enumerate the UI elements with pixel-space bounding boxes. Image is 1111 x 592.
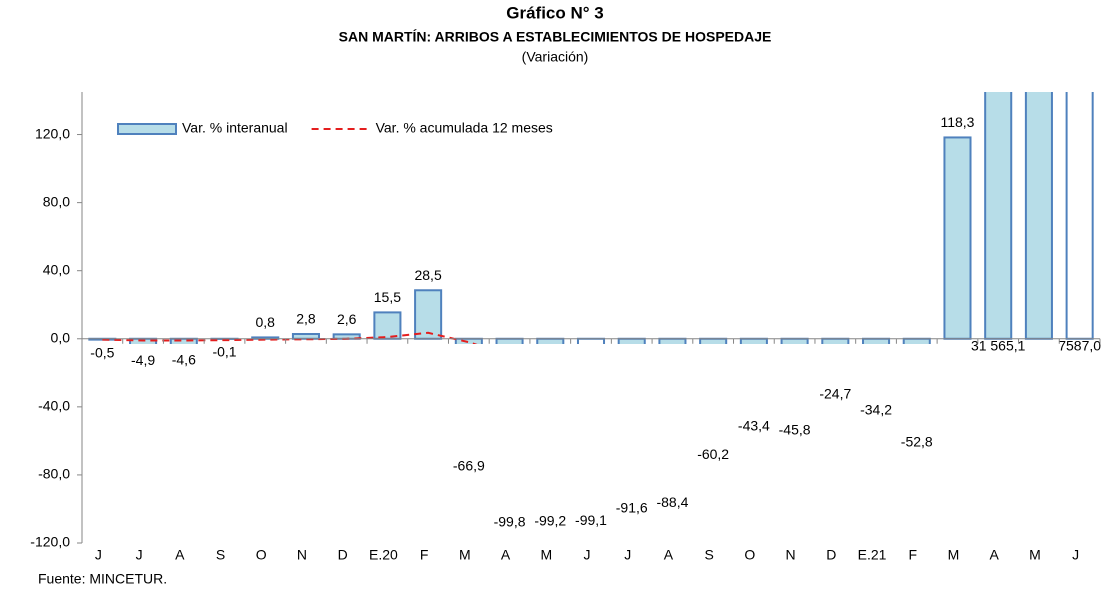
bar xyxy=(454,337,483,344)
bar xyxy=(576,337,606,344)
value-label: -52,8 xyxy=(901,433,933,449)
x-tick-label: F xyxy=(908,547,917,563)
plot-area xyxy=(88,92,1094,344)
y-tick-label: 80,0 xyxy=(43,193,70,209)
value-label: -88,4 xyxy=(656,494,688,510)
x-tick-label: J xyxy=(624,547,631,563)
x-tick-label: N xyxy=(297,547,307,563)
value-label: -24,7 xyxy=(819,386,851,402)
x-tick-label: M xyxy=(1029,547,1041,563)
x-tick-label: A xyxy=(664,547,674,563)
y-tick-label: 40,0 xyxy=(43,261,70,277)
value-label: 7587,0 xyxy=(1058,337,1101,353)
chart-subtitle: (Variación) xyxy=(522,49,589,65)
legend-label: Var. % acumulada 12 meses xyxy=(376,120,553,136)
x-tick-label: J xyxy=(136,547,143,563)
x-tick-label: S xyxy=(216,547,225,563)
x-tick-label: M xyxy=(948,547,960,563)
y-tick-label: 0,0 xyxy=(51,329,71,345)
value-label: 0,8 xyxy=(256,314,276,330)
bar xyxy=(536,337,565,344)
value-label: 2,8 xyxy=(296,311,316,327)
source: Fuente: MINCETUR. xyxy=(38,571,167,587)
x-tick-label: F xyxy=(420,547,429,563)
x-tick-label: N xyxy=(786,547,796,563)
x-tick-label: D xyxy=(338,547,348,563)
bar xyxy=(373,311,402,340)
chart-subtitle: SAN MARTÍN: ARRIBOS A ESTABLECIMIENTOS D… xyxy=(339,29,772,45)
x-tick-label: J xyxy=(1072,547,1079,563)
y-tick-label: -120,0 xyxy=(30,534,70,550)
value-label: 15,5 xyxy=(374,289,401,305)
bar xyxy=(984,92,1013,340)
bar xyxy=(1024,92,1053,340)
value-label: -99,8 xyxy=(494,513,526,529)
bar xyxy=(821,337,850,344)
y-tick-label: 120,0 xyxy=(35,125,70,141)
x-tick-label: M xyxy=(459,547,471,563)
value-label: -66,9 xyxy=(453,457,485,473)
chart-title: Gráfico N° 3 xyxy=(506,3,604,22)
x-tick-label: O xyxy=(256,547,267,563)
value-label: -45,8 xyxy=(779,421,811,437)
value-label: 28,5 xyxy=(414,267,441,283)
y-tick-label: -80,0 xyxy=(38,466,70,482)
bar xyxy=(862,337,891,344)
value-label: 31 565,1 xyxy=(971,337,1026,353)
x-tick-label: A xyxy=(175,547,185,563)
value-label: -0,5 xyxy=(90,344,114,360)
bar xyxy=(739,337,768,344)
bar xyxy=(943,136,972,340)
bar xyxy=(1065,92,1094,340)
y-tick-label: -40,0 xyxy=(38,398,70,414)
x-tick-label: E.21 xyxy=(858,547,887,563)
x-tick-label: O xyxy=(744,547,755,563)
x-tick-label: J xyxy=(584,547,591,563)
x-tick-label: A xyxy=(501,547,511,563)
bar xyxy=(414,289,443,340)
value-label: -91,6 xyxy=(616,499,648,515)
line xyxy=(102,331,478,344)
legend-swatch xyxy=(117,123,177,135)
x-tick-label: A xyxy=(990,547,1000,563)
bar xyxy=(699,337,728,344)
value-label: -0,1 xyxy=(212,344,236,360)
bar xyxy=(780,337,809,344)
legend-label: Var. % interanual xyxy=(182,120,288,136)
value-label: -99,2 xyxy=(534,512,566,528)
value-label: -34,2 xyxy=(860,402,892,418)
x-tick-label: D xyxy=(826,547,836,563)
value-label: 118,3 xyxy=(940,114,974,130)
value-label: -99,1 xyxy=(575,512,607,528)
x-tick-label: S xyxy=(704,547,713,563)
value-label: -4,9 xyxy=(131,352,155,368)
bar xyxy=(617,337,646,344)
value-label: -4,6 xyxy=(172,351,196,367)
value-label: 2,6 xyxy=(337,311,357,327)
bar xyxy=(902,337,931,344)
x-tick-label: M xyxy=(540,547,552,563)
bar xyxy=(291,333,320,340)
value-label: -60,2 xyxy=(697,446,729,462)
value-label: -43,4 xyxy=(738,417,770,433)
x-tick-label: E.20 xyxy=(369,547,398,563)
x-tick-label: J xyxy=(95,547,102,563)
bar xyxy=(495,337,524,344)
bar xyxy=(658,337,687,344)
